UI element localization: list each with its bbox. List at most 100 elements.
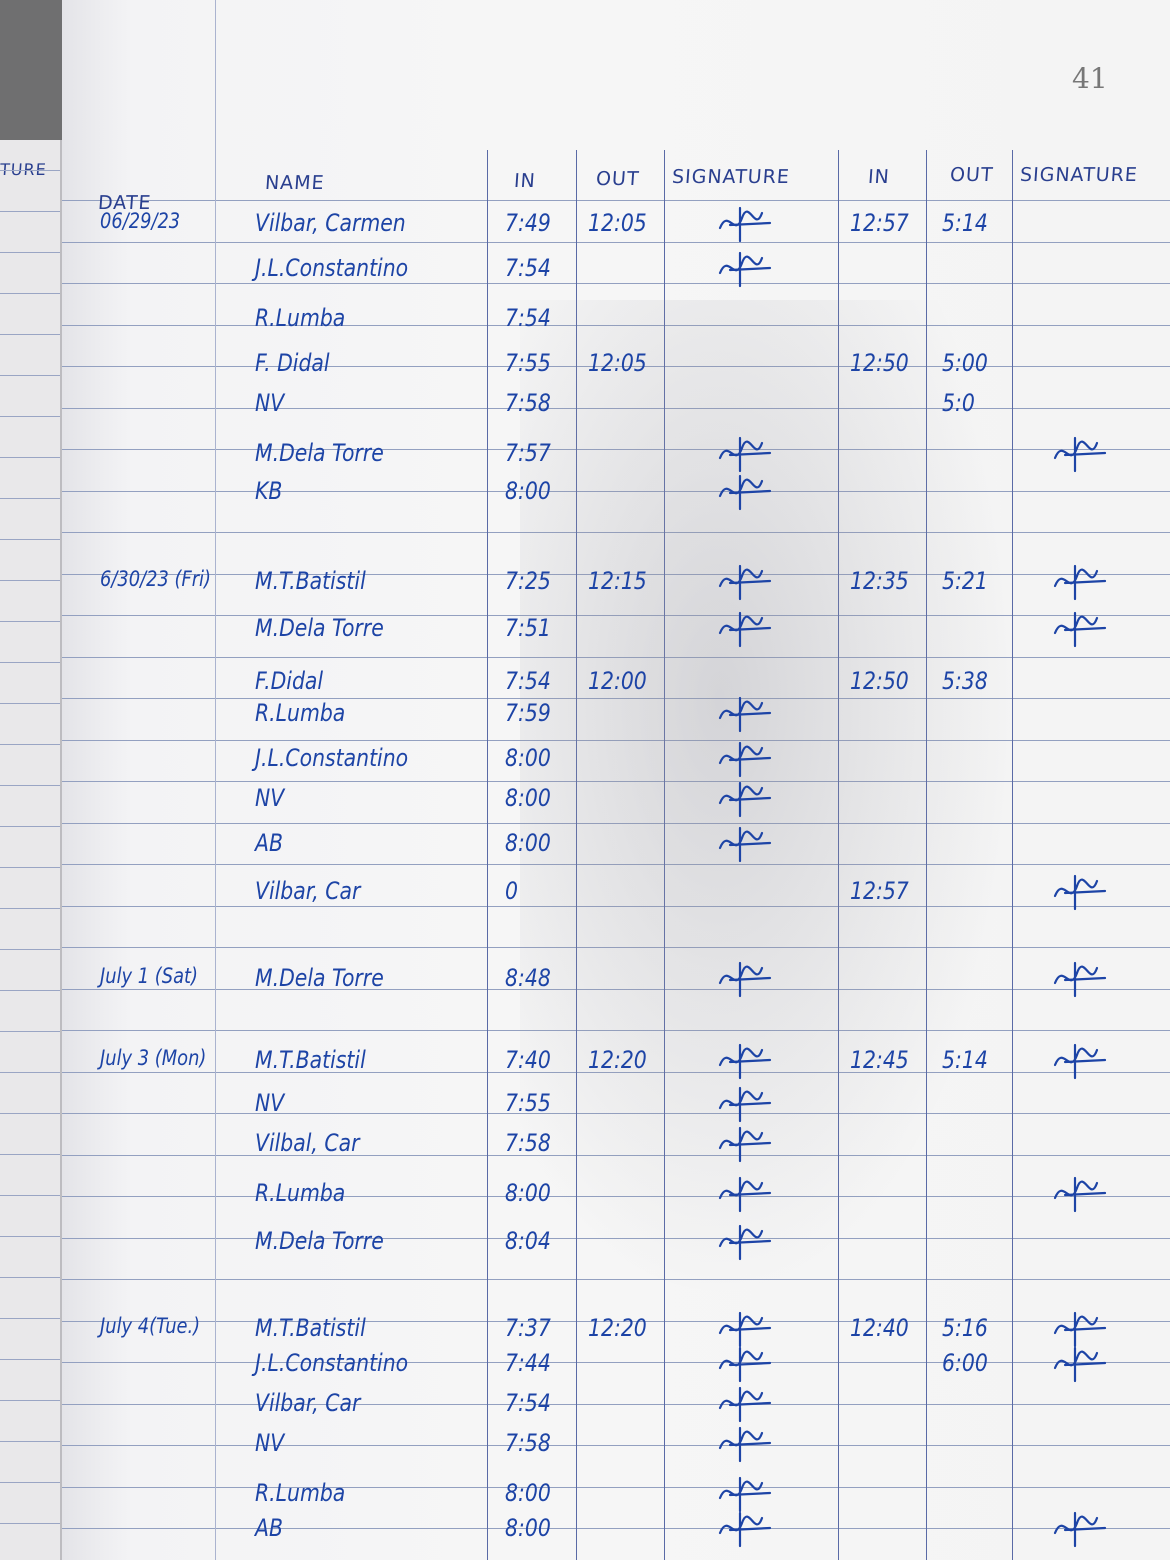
- ruled-line: [62, 1071, 1170, 1073]
- left-page-edge: TURE: [0, 140, 62, 1560]
- cell-name: NV: [255, 784, 285, 812]
- cell-out-am: 12:00: [588, 667, 647, 695]
- cell-in-am: 7:54: [505, 667, 551, 695]
- cell-in-am: 7:37: [505, 1314, 551, 1342]
- header-out-am: OUT: [595, 168, 641, 190]
- ruled-line: [62, 864, 1170, 865]
- header-in-pm: IN: [867, 166, 891, 188]
- cell-name: M.T.Batistil: [255, 567, 366, 595]
- cell-in-am: 7:44: [505, 1349, 551, 1377]
- ruled-line: [0, 170, 60, 171]
- ruled-line: [0, 1400, 60, 1401]
- cell-in-pm: 12:50: [850, 667, 909, 695]
- cell-out-am: 12:05: [588, 349, 647, 377]
- ruled-line: [62, 366, 1170, 367]
- ruled-line: [62, 407, 1170, 409]
- handwritten-signature-am: [710, 1473, 780, 1517]
- cell-in-am: 7:40: [505, 1046, 551, 1074]
- handwritten-signature-am: [710, 1123, 780, 1167]
- ruled-line: [0, 867, 60, 868]
- handwritten-signature-am: [710, 693, 780, 737]
- cell-name: M.Dela Torre: [255, 614, 384, 642]
- handwritten-signature-am: [710, 1343, 780, 1387]
- margin-line: [215, 0, 216, 1560]
- ruled-line: [62, 781, 1170, 782]
- cell-in-am: 8:04: [505, 1227, 551, 1255]
- cell-name: J.L.Constantino: [255, 744, 409, 772]
- ruled-line: [62, 698, 1170, 699]
- cell-name: F. Didal: [255, 349, 330, 377]
- cell-out-pm: 5:00: [942, 349, 988, 377]
- ruled-line: [0, 1236, 60, 1237]
- ruled-line: [0, 498, 60, 499]
- cell-out-am: 12:05: [588, 209, 647, 237]
- handwritten-signature-am: [710, 433, 780, 477]
- ruled-line: [0, 1523, 60, 1524]
- ruled-line: [0, 1482, 60, 1483]
- handwritten-signature-am: [710, 738, 780, 782]
- ruled-line: [0, 580, 60, 581]
- logbook-page: [62, 0, 1170, 1560]
- cell-in-am: 7:58: [505, 389, 551, 417]
- cell-date: 6/30/23 (Fri): [100, 567, 211, 591]
- cell-out-pm: 5:16: [942, 1314, 988, 1342]
- cell-in-am: 8:00: [505, 829, 551, 857]
- ruled-line: [62, 241, 1170, 243]
- cell-date: 06/29/23: [100, 209, 181, 233]
- cell-in-am: 8:00: [505, 784, 551, 812]
- ruled-line: [0, 1441, 60, 1442]
- cell-out-pm: 5:14: [942, 209, 988, 237]
- ruled-line: [62, 1196, 1170, 1197]
- handwritten-signature-pm: [1045, 433, 1115, 477]
- header-name: NAME: [264, 172, 326, 194]
- ruled-line: [0, 334, 60, 335]
- ruled-line: [62, 1279, 1170, 1280]
- ruled-line: [0, 908, 60, 909]
- handwritten-signature-am: [710, 1040, 780, 1084]
- handwritten-signature-am: [710, 1308, 780, 1352]
- ruled-line: [62, 739, 1170, 741]
- handwritten-signature-pm: [1045, 561, 1115, 605]
- cell-in-am: 8:48: [505, 964, 551, 992]
- handwritten-signature-am: [710, 561, 780, 605]
- ruled-line: [0, 990, 60, 991]
- cell-name: M.Dela Torre: [255, 439, 384, 467]
- handwritten-signature-am: [710, 1221, 780, 1265]
- cell-in-am: 7:54: [505, 1389, 551, 1417]
- ruled-line: [62, 283, 1170, 284]
- ruled-line: [0, 744, 60, 745]
- cell-name: R.Lumba: [255, 1179, 346, 1207]
- ruled-line: [0, 375, 60, 376]
- ruled-line: [62, 1237, 1170, 1239]
- handwritten-signature-am: [710, 471, 780, 515]
- cell-name: NV: [255, 1089, 285, 1117]
- cell-name: NV: [255, 389, 285, 417]
- ruled-line: [62, 656, 1170, 658]
- cell-in-pm: 12:57: [850, 209, 909, 237]
- cell-out-pm: 6:00: [942, 1349, 988, 1377]
- column-divider: [838, 150, 839, 1560]
- cell-name: Vilbal, Car: [255, 1129, 360, 1157]
- column-divider: [1012, 150, 1013, 1560]
- cell-name: R.Lumba: [255, 304, 346, 332]
- cell-out-am: 12:20: [588, 1314, 647, 1342]
- handwritten-signature-pm: [1045, 1173, 1115, 1217]
- ruled-line: [0, 457, 60, 458]
- ruled-line: [62, 1403, 1170, 1405]
- ruled-line: [0, 1318, 60, 1319]
- handwritten-signature-pm: [1045, 1508, 1115, 1552]
- cell-out-am: 12:15: [588, 567, 647, 595]
- cell-out-am: 12:20: [588, 1046, 647, 1074]
- ruled-line: [0, 252, 60, 253]
- ruled-line: [0, 1277, 60, 1278]
- ruled-line: [0, 1154, 60, 1155]
- ruled-line: [62, 324, 1170, 326]
- ruled-line: [62, 905, 1170, 907]
- cell-in-am: 7:55: [505, 1089, 551, 1117]
- handwritten-signature-am: [710, 1173, 780, 1217]
- cell-name: R.Lumba: [255, 1479, 346, 1507]
- handwritten-signature-am: [710, 1508, 780, 1552]
- ruled-line: [62, 1320, 1170, 1322]
- cell-in-am: 0: [505, 877, 518, 905]
- ruled-line: [62, 1154, 1170, 1156]
